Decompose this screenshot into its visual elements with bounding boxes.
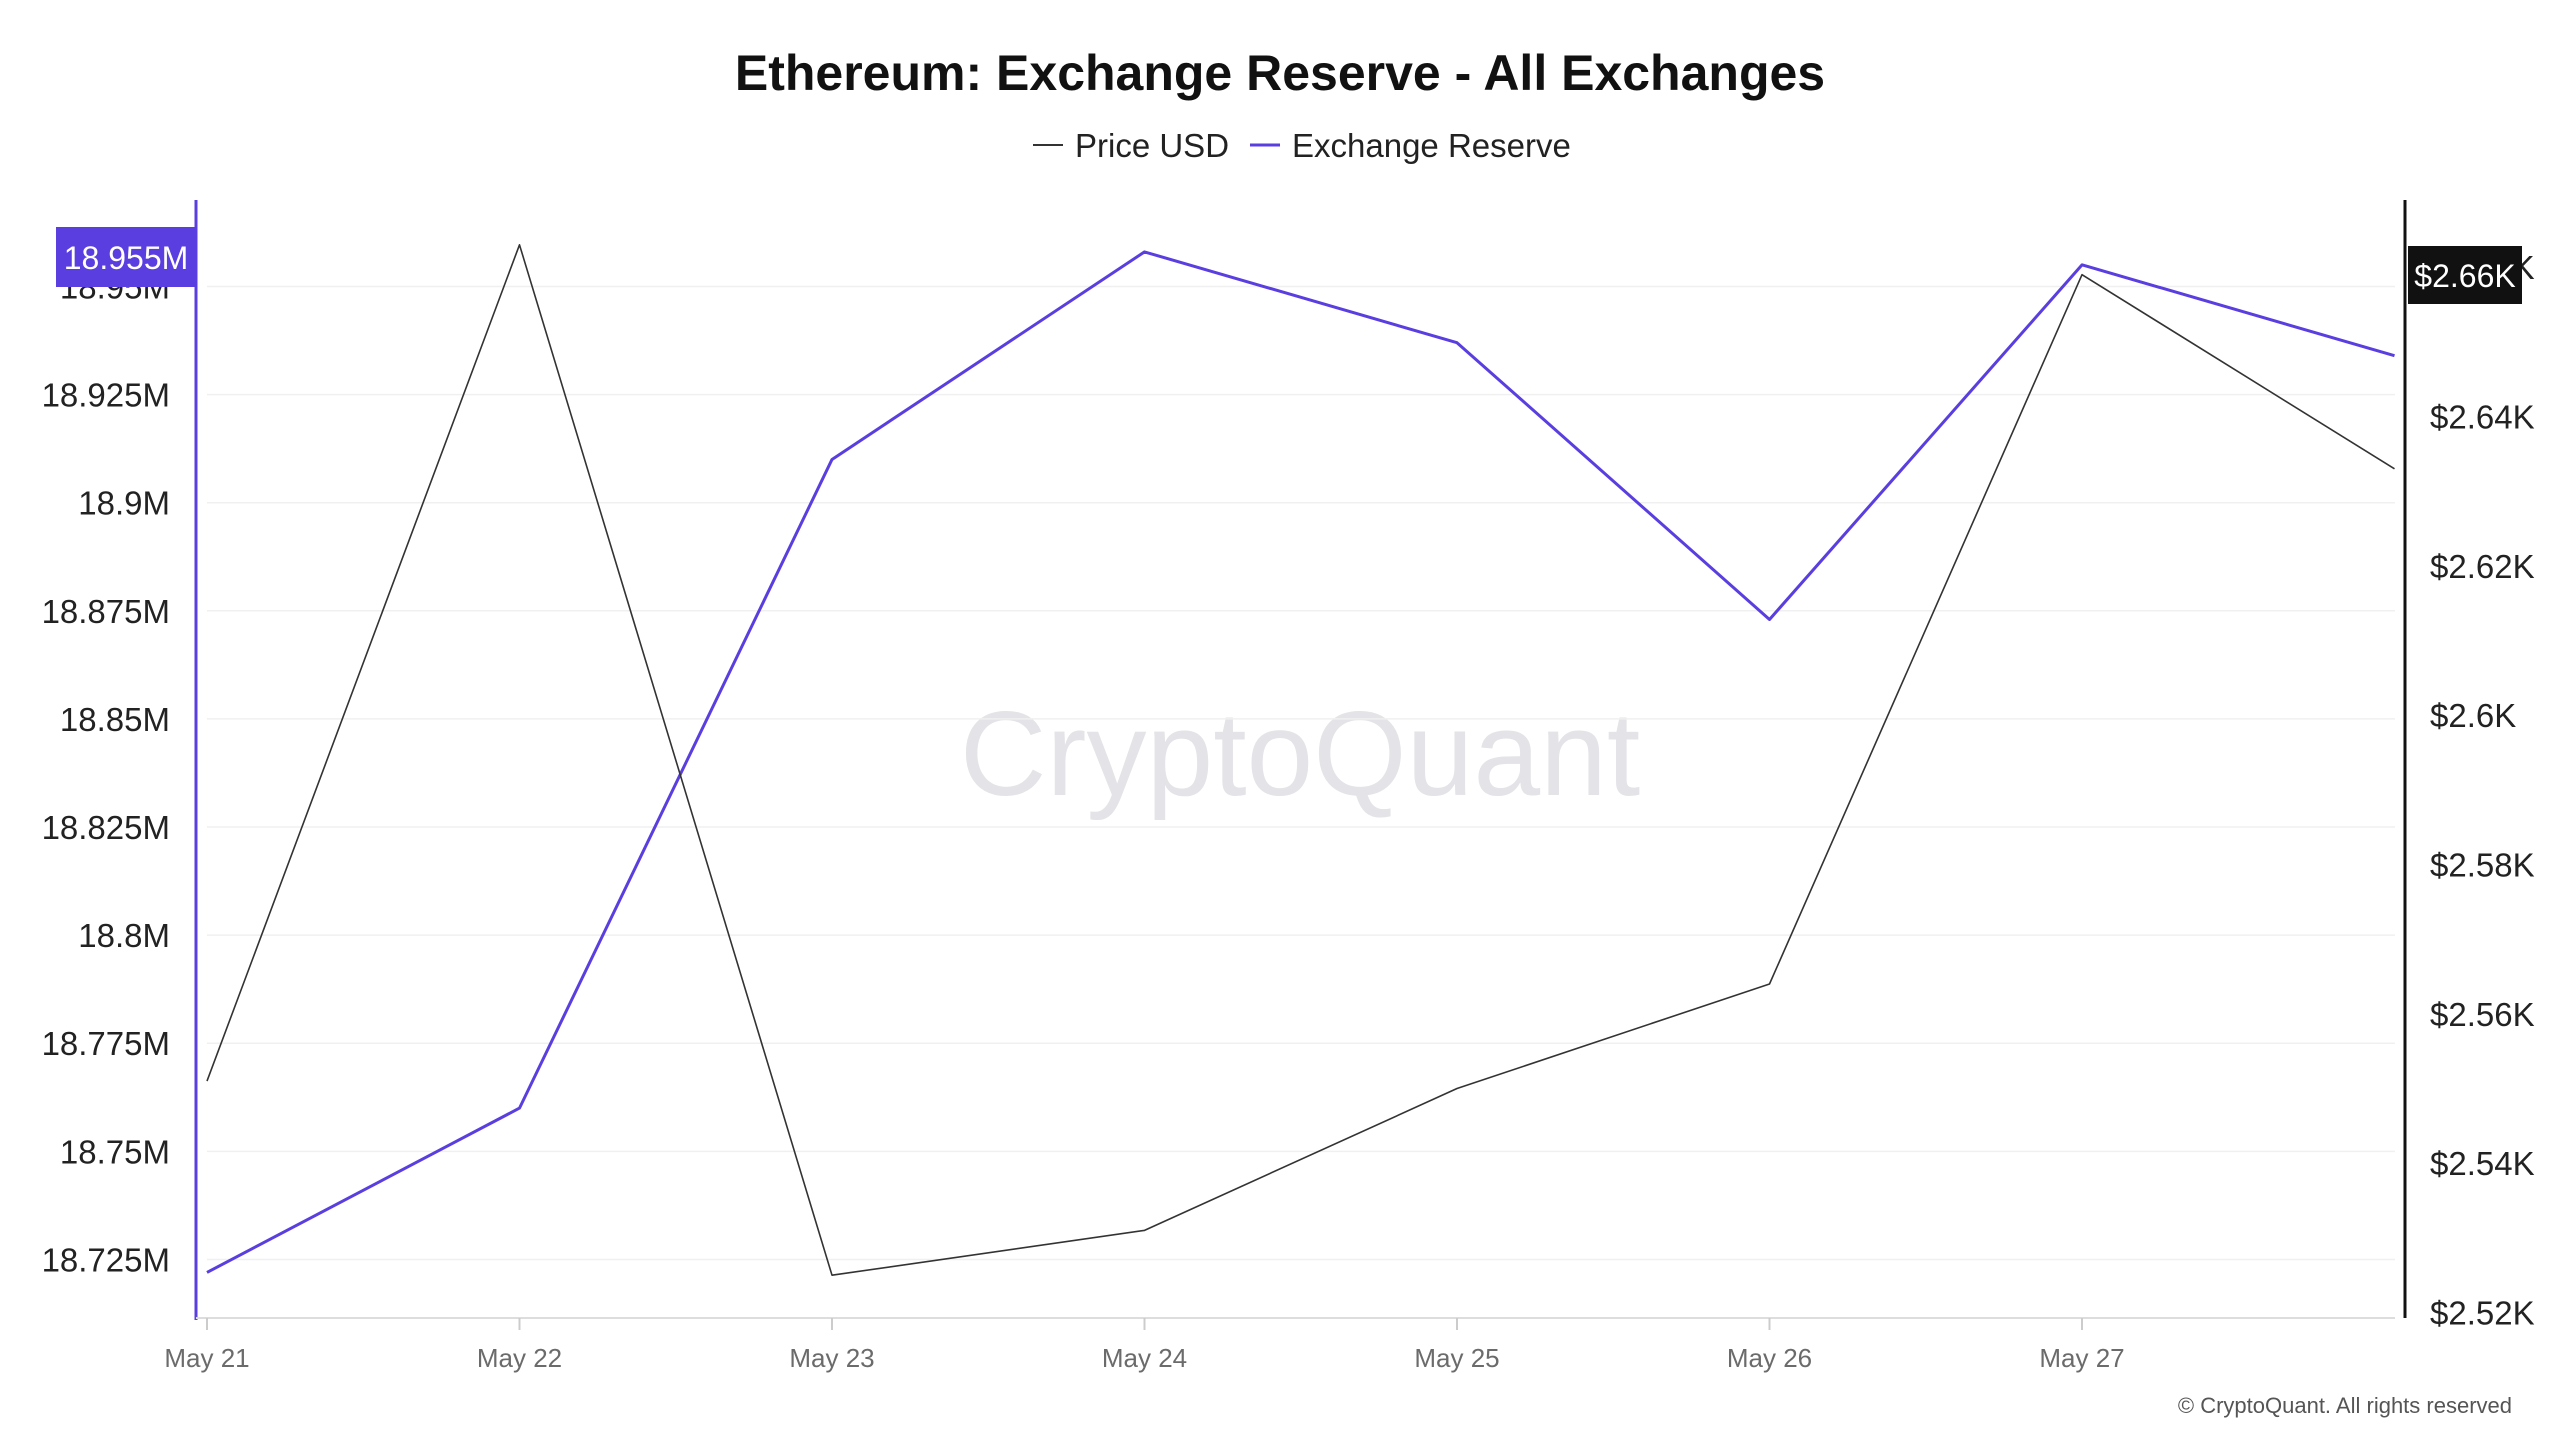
- x-tick-label: May 21: [164, 1343, 249, 1373]
- left-current-value-label: 18.955M: [64, 240, 189, 276]
- series-line-price-usd[interactable]: [206, 244, 2395, 1276]
- y-left-tick-label: 18.75M: [60, 1133, 170, 1170]
- y-left-tick-label: 18.85M: [60, 701, 170, 738]
- right-current-value-label: $2.66K: [2414, 258, 2515, 294]
- y-right-tick-label: $2.62K: [2430, 548, 2535, 585]
- y-left-tick-label: 18.825M: [42, 809, 170, 846]
- x-tick-label: May 23: [789, 1343, 874, 1373]
- series-layer: [206, 244, 2395, 1276]
- x-tick-label: May 24: [1102, 1343, 1187, 1373]
- y-right-tick-label: $2.56K: [2430, 996, 2535, 1033]
- chart-title: Ethereum: Exchange Reserve - All Exchang…: [735, 45, 1825, 101]
- x-tick-label: May 25: [1414, 1343, 1499, 1373]
- legend-reserve-label[interactable]: Exchange Reserve: [1292, 127, 1571, 164]
- y-left-tick-label: 18.725M: [42, 1241, 170, 1278]
- y-left-tick-label: 18.8M: [78, 917, 170, 954]
- y-left-tick-label: 18.9M: [78, 485, 170, 522]
- y-right-tick-label: $2.58K: [2430, 847, 2535, 884]
- y-left-tick-label: 18.925M: [42, 377, 170, 414]
- x-tick-label: May 27: [2039, 1343, 2124, 1373]
- y-left-tick-label: 18.875M: [42, 593, 170, 630]
- current-value-badges: 18.955M $2.66K: [56, 227, 2522, 304]
- axes: [194, 200, 2407, 1330]
- watermark: CryptoQuant: [960, 687, 1640, 821]
- left-current-value-badge: [56, 227, 196, 287]
- y-right-tick-label: $2.64K: [2430, 399, 2535, 436]
- y-right-tick-label: $2.6K: [2430, 697, 2516, 734]
- y-right-tick-label: $2.52K: [2430, 1295, 2535, 1332]
- right-current-value-badge: [2408, 246, 2522, 304]
- y-left-tick-label: 18.775M: [42, 1025, 170, 1062]
- legend: Price USD Exchange Reserve: [1033, 127, 1571, 164]
- x-tick-label: May 26: [1727, 1343, 1812, 1373]
- series-line-exchange-reserve[interactable]: [206, 250, 2395, 1274]
- copyright-notice: © CryptoQuant. All rights reserved: [2178, 1393, 2512, 1418]
- x-tick-label: May 22: [477, 1343, 562, 1373]
- y-right-tick-label: $2.54K: [2430, 1145, 2535, 1182]
- grid-lines: [207, 285, 2395, 1261]
- legend-price-label[interactable]: Price USD: [1075, 127, 1229, 164]
